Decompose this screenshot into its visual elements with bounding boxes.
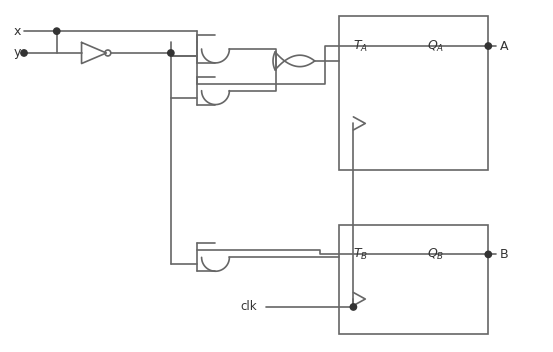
Text: $Q_B$: $Q_B$ [427,247,444,262]
Circle shape [168,50,174,56]
Text: clk: clk [241,301,257,314]
Text: $Q_A$: $Q_A$ [427,38,444,54]
Circle shape [54,28,60,34]
Bar [340,16,488,170]
Text: y: y [14,46,22,59]
Circle shape [485,43,492,49]
Text: B: B [500,248,509,261]
Text: A: A [500,39,509,52]
Bar [340,225,488,334]
Text: $T_A$: $T_A$ [353,38,368,54]
Text: x: x [14,25,22,38]
Text: $T_B$: $T_B$ [353,247,368,262]
Circle shape [350,304,357,310]
Circle shape [21,50,27,56]
Circle shape [485,251,492,258]
